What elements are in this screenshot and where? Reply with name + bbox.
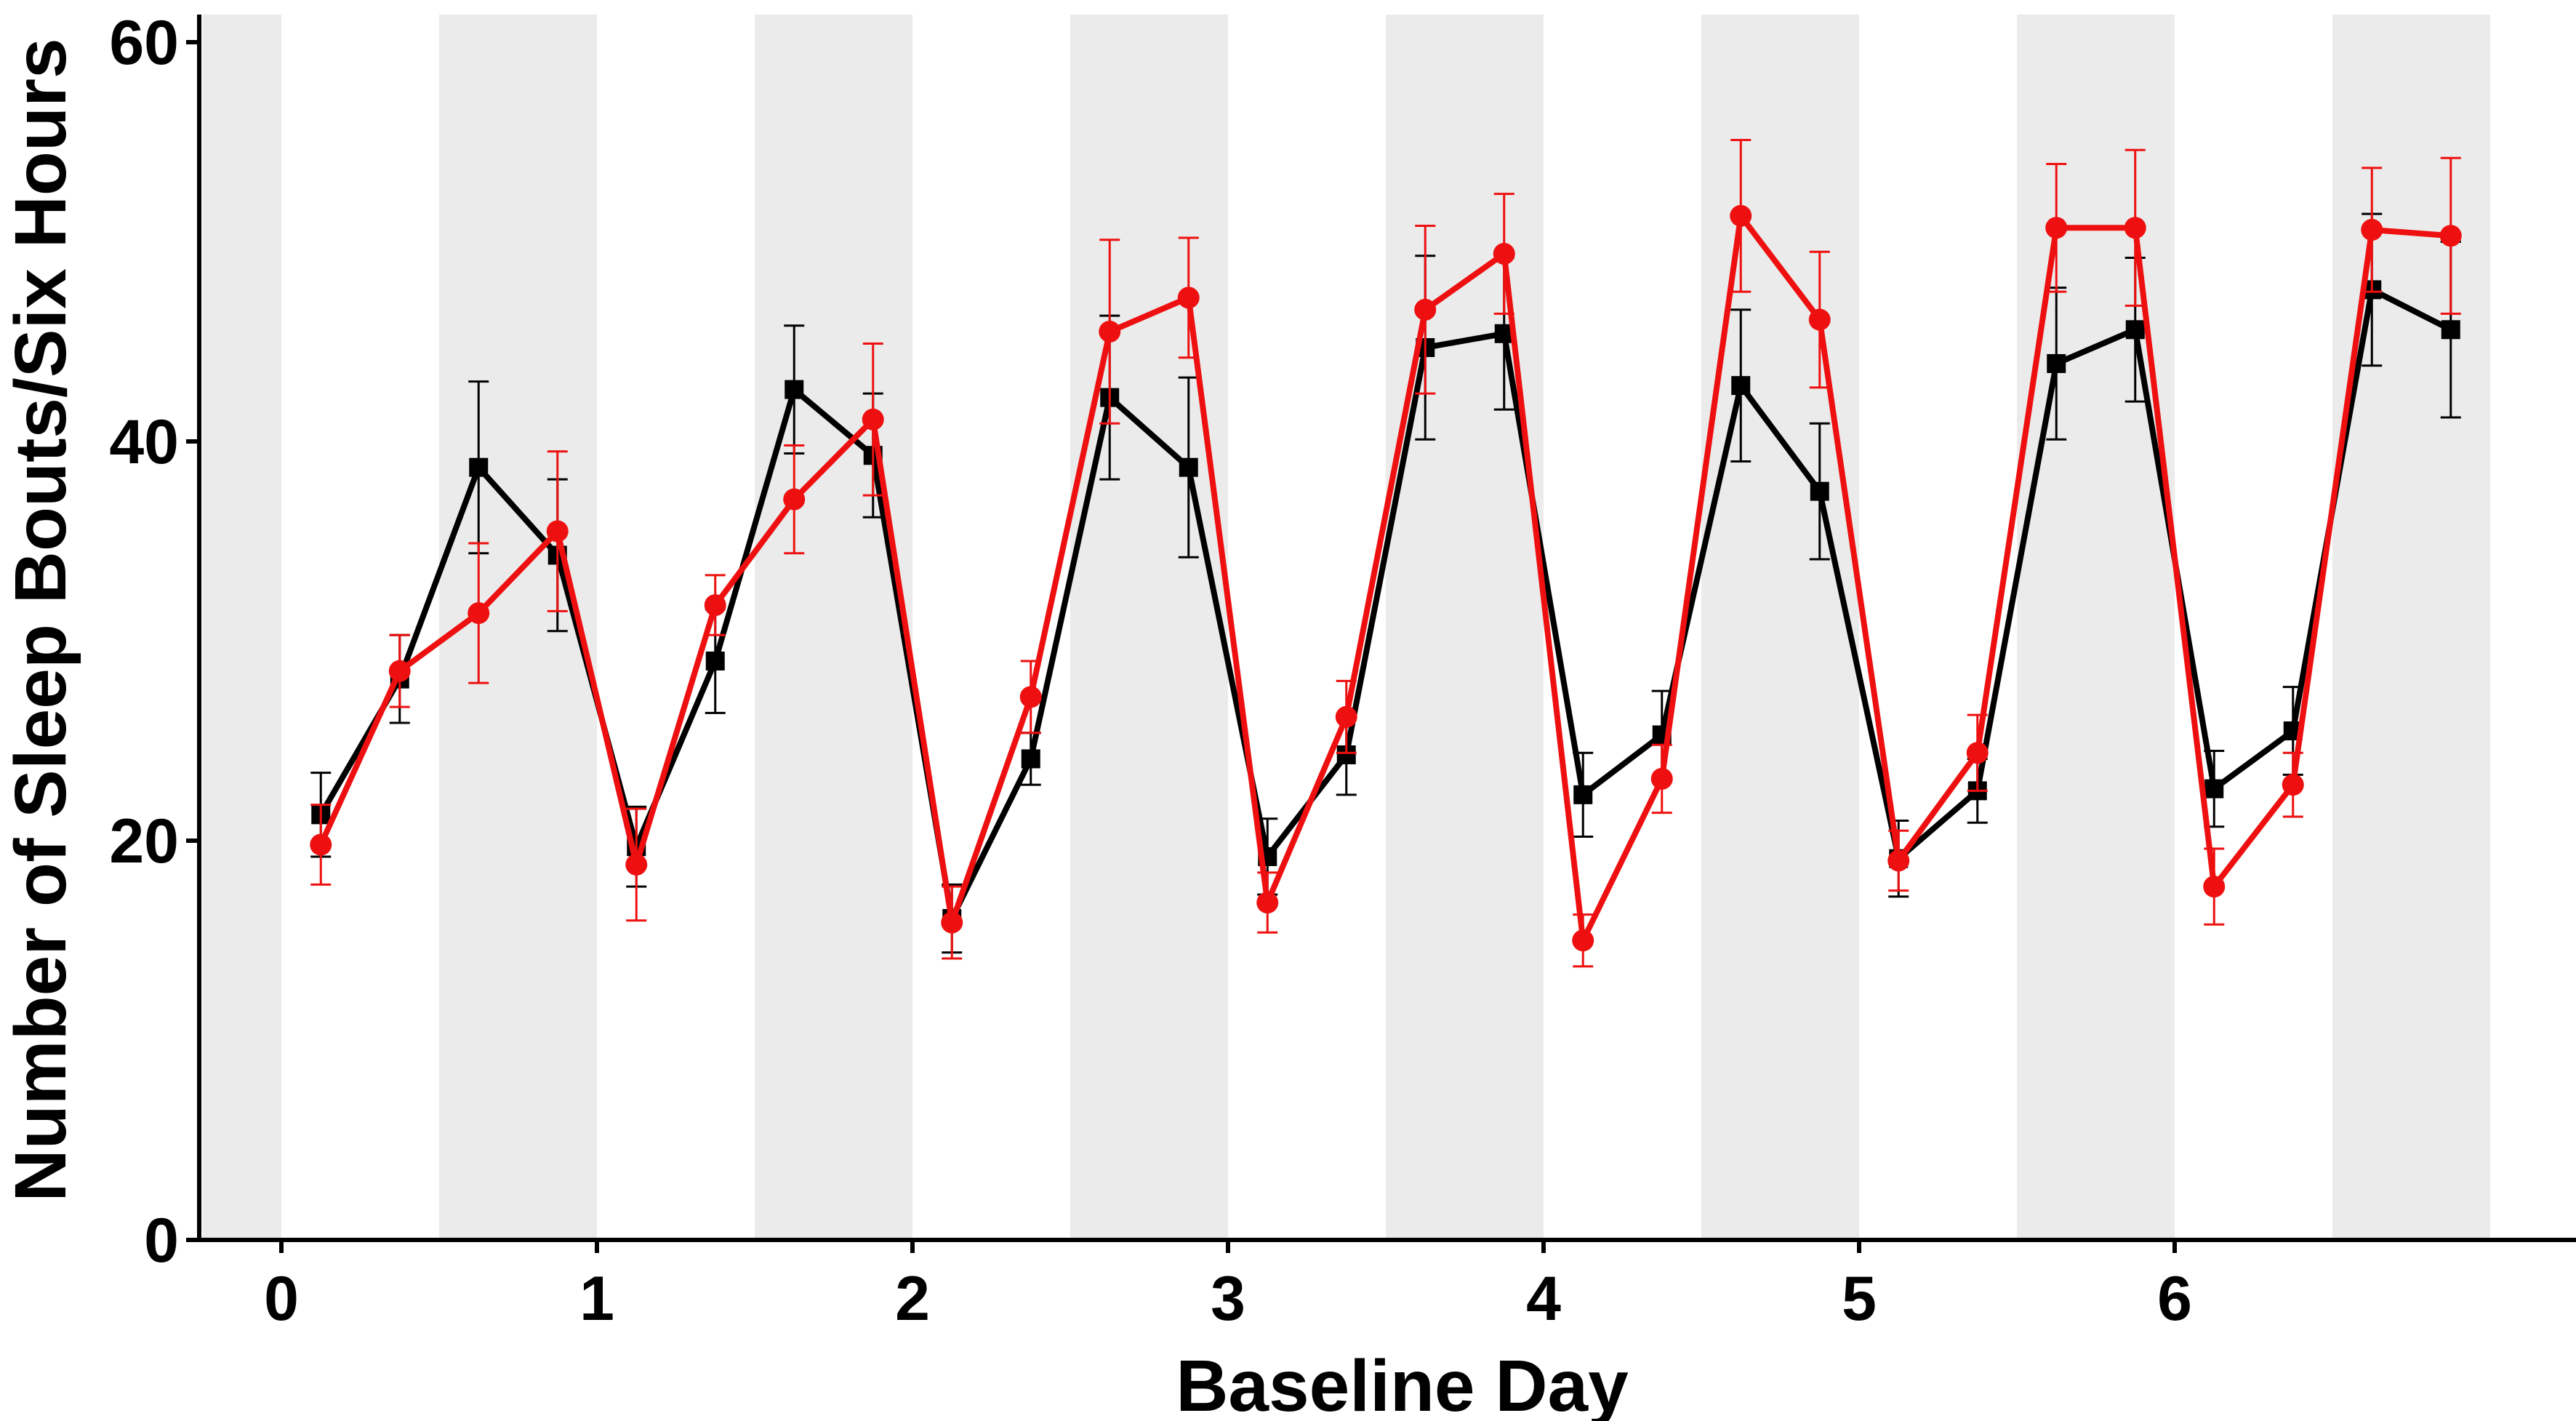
data-point xyxy=(2282,774,2304,796)
data-point xyxy=(1731,376,1751,396)
series-1 xyxy=(310,139,2462,968)
data-point xyxy=(2203,876,2226,898)
shaded-band-6 xyxy=(2017,15,2175,1240)
data-point xyxy=(388,660,411,682)
data-point xyxy=(1019,686,1042,708)
data-point xyxy=(705,651,725,671)
shaded-bands xyxy=(202,15,2490,1240)
x-tick-label: 6 xyxy=(2157,1264,2192,1334)
data-point xyxy=(1177,287,1200,309)
data-point xyxy=(1099,321,1121,343)
x-tick-label: 0 xyxy=(264,1264,299,1334)
data-series xyxy=(310,139,2462,968)
series-line xyxy=(318,212,2452,944)
shaded-band-5 xyxy=(1701,15,1859,1240)
data-point xyxy=(469,457,489,477)
data-point xyxy=(2439,225,2462,247)
shaded-band-3 xyxy=(1070,15,1228,1240)
series-line xyxy=(318,287,2452,922)
data-point xyxy=(862,408,884,431)
data-point xyxy=(1808,308,1831,331)
x-tick-label: 1 xyxy=(579,1264,614,1334)
shaded-band-0 xyxy=(202,15,281,1240)
data-point xyxy=(1887,849,1910,872)
data-point xyxy=(1493,242,1515,265)
data-point xyxy=(2204,779,2224,798)
data-point xyxy=(1650,767,1673,790)
y-tick-label: 20 xyxy=(109,806,179,876)
data-point xyxy=(704,594,726,617)
data-point xyxy=(2125,320,2145,340)
data-point xyxy=(2441,320,2460,340)
axes xyxy=(197,15,2576,1242)
shaded-band-4 xyxy=(1386,15,1544,1240)
shaded-band-2 xyxy=(755,15,912,1240)
x-axis-title: Baseline Day xyxy=(1176,1345,1629,1421)
data-point xyxy=(2047,353,2066,373)
data-point xyxy=(468,602,490,625)
x-tick-label: 2 xyxy=(895,1264,930,1334)
data-point xyxy=(2124,217,2146,239)
data-point xyxy=(1573,785,1593,804)
y-tick-label: 60 xyxy=(109,8,179,78)
data-point xyxy=(1966,742,1989,764)
data-point xyxy=(310,833,332,856)
data-point xyxy=(1021,749,1040,769)
tick-marks: 0 20 40 60 0 1 2 3 4 5 6 xyxy=(109,8,2192,1334)
y-tick-label: 40 xyxy=(109,407,179,477)
data-point xyxy=(1810,481,1829,501)
data-point xyxy=(1256,892,1279,914)
data-point xyxy=(1179,457,1198,477)
shaded-band-1 xyxy=(439,15,597,1240)
y-tick-label: 0 xyxy=(144,1206,179,1276)
shaded-band-7 xyxy=(2332,15,2490,1240)
data-point xyxy=(1335,705,1357,728)
data-point xyxy=(1572,929,1594,952)
data-point xyxy=(941,911,963,934)
data-point xyxy=(2045,217,2068,239)
data-point xyxy=(1414,298,1437,321)
data-point xyxy=(783,488,806,511)
data-point xyxy=(1730,204,1752,227)
data-point xyxy=(546,520,569,543)
data-point xyxy=(785,380,804,399)
data-point xyxy=(2361,219,2383,241)
x-tick-label: 3 xyxy=(1211,1264,1245,1334)
y-axis-title: Number of Sleep Bouts/Six Hours xyxy=(0,38,81,1201)
x-tick-label: 4 xyxy=(1526,1264,1561,1334)
x-tick-label: 5 xyxy=(1842,1264,1877,1334)
data-point xyxy=(625,853,648,876)
